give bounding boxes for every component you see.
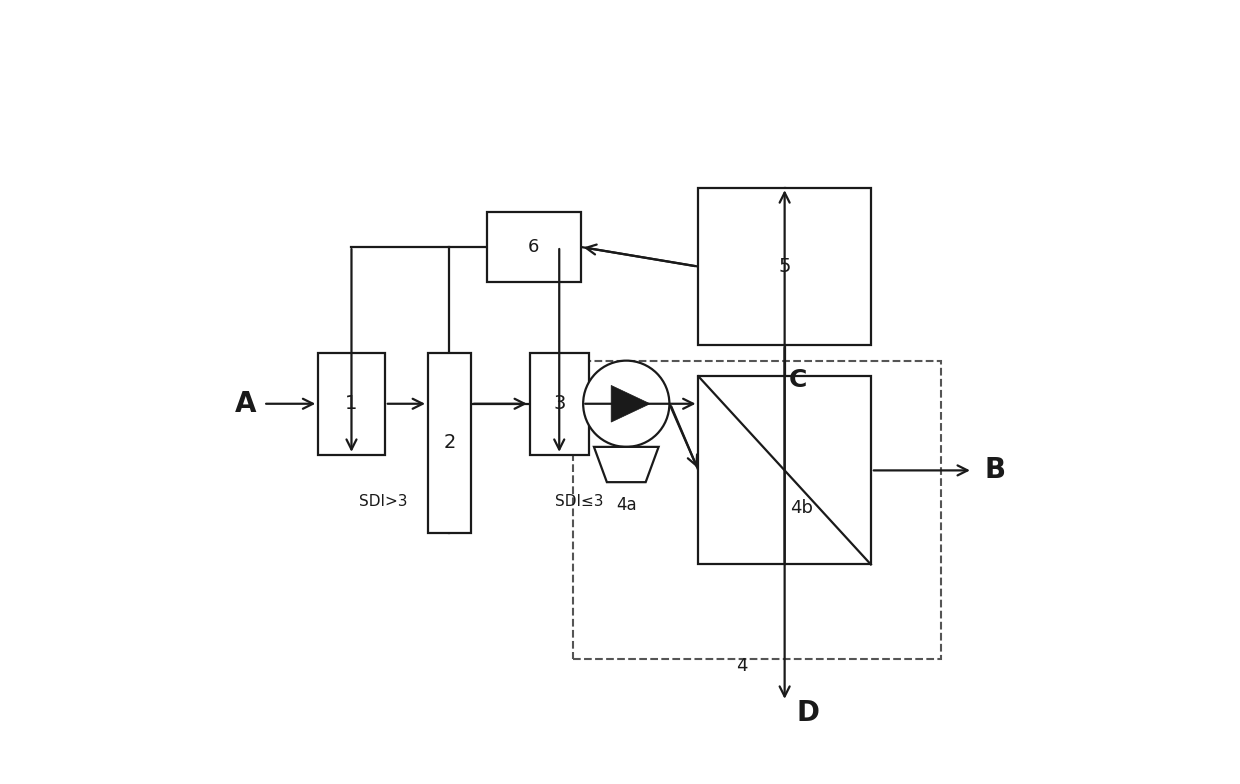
Bar — [319, 353, 384, 455]
Bar — [698, 188, 870, 345]
Bar — [573, 361, 941, 659]
Text: 4a: 4a — [616, 496, 636, 514]
Text: B: B — [985, 456, 1006, 485]
Text: A: A — [234, 390, 255, 418]
Text: SDI≤3: SDI≤3 — [556, 494, 604, 510]
Text: C: C — [789, 368, 807, 392]
Text: 4b: 4b — [790, 499, 813, 517]
Bar — [698, 376, 870, 564]
Text: 5: 5 — [779, 257, 791, 276]
Text: 4: 4 — [735, 658, 748, 675]
Text: D: D — [796, 699, 820, 728]
Text: SDI>3: SDI>3 — [360, 494, 408, 510]
Polygon shape — [594, 447, 658, 482]
Bar — [428, 353, 471, 533]
Text: 6: 6 — [528, 238, 539, 256]
Text: 2: 2 — [443, 434, 455, 452]
Circle shape — [583, 361, 670, 447]
Polygon shape — [611, 386, 650, 422]
Text: 3: 3 — [553, 394, 565, 413]
Bar — [487, 212, 580, 282]
Text: 1: 1 — [345, 394, 357, 413]
Bar — [529, 353, 589, 455]
